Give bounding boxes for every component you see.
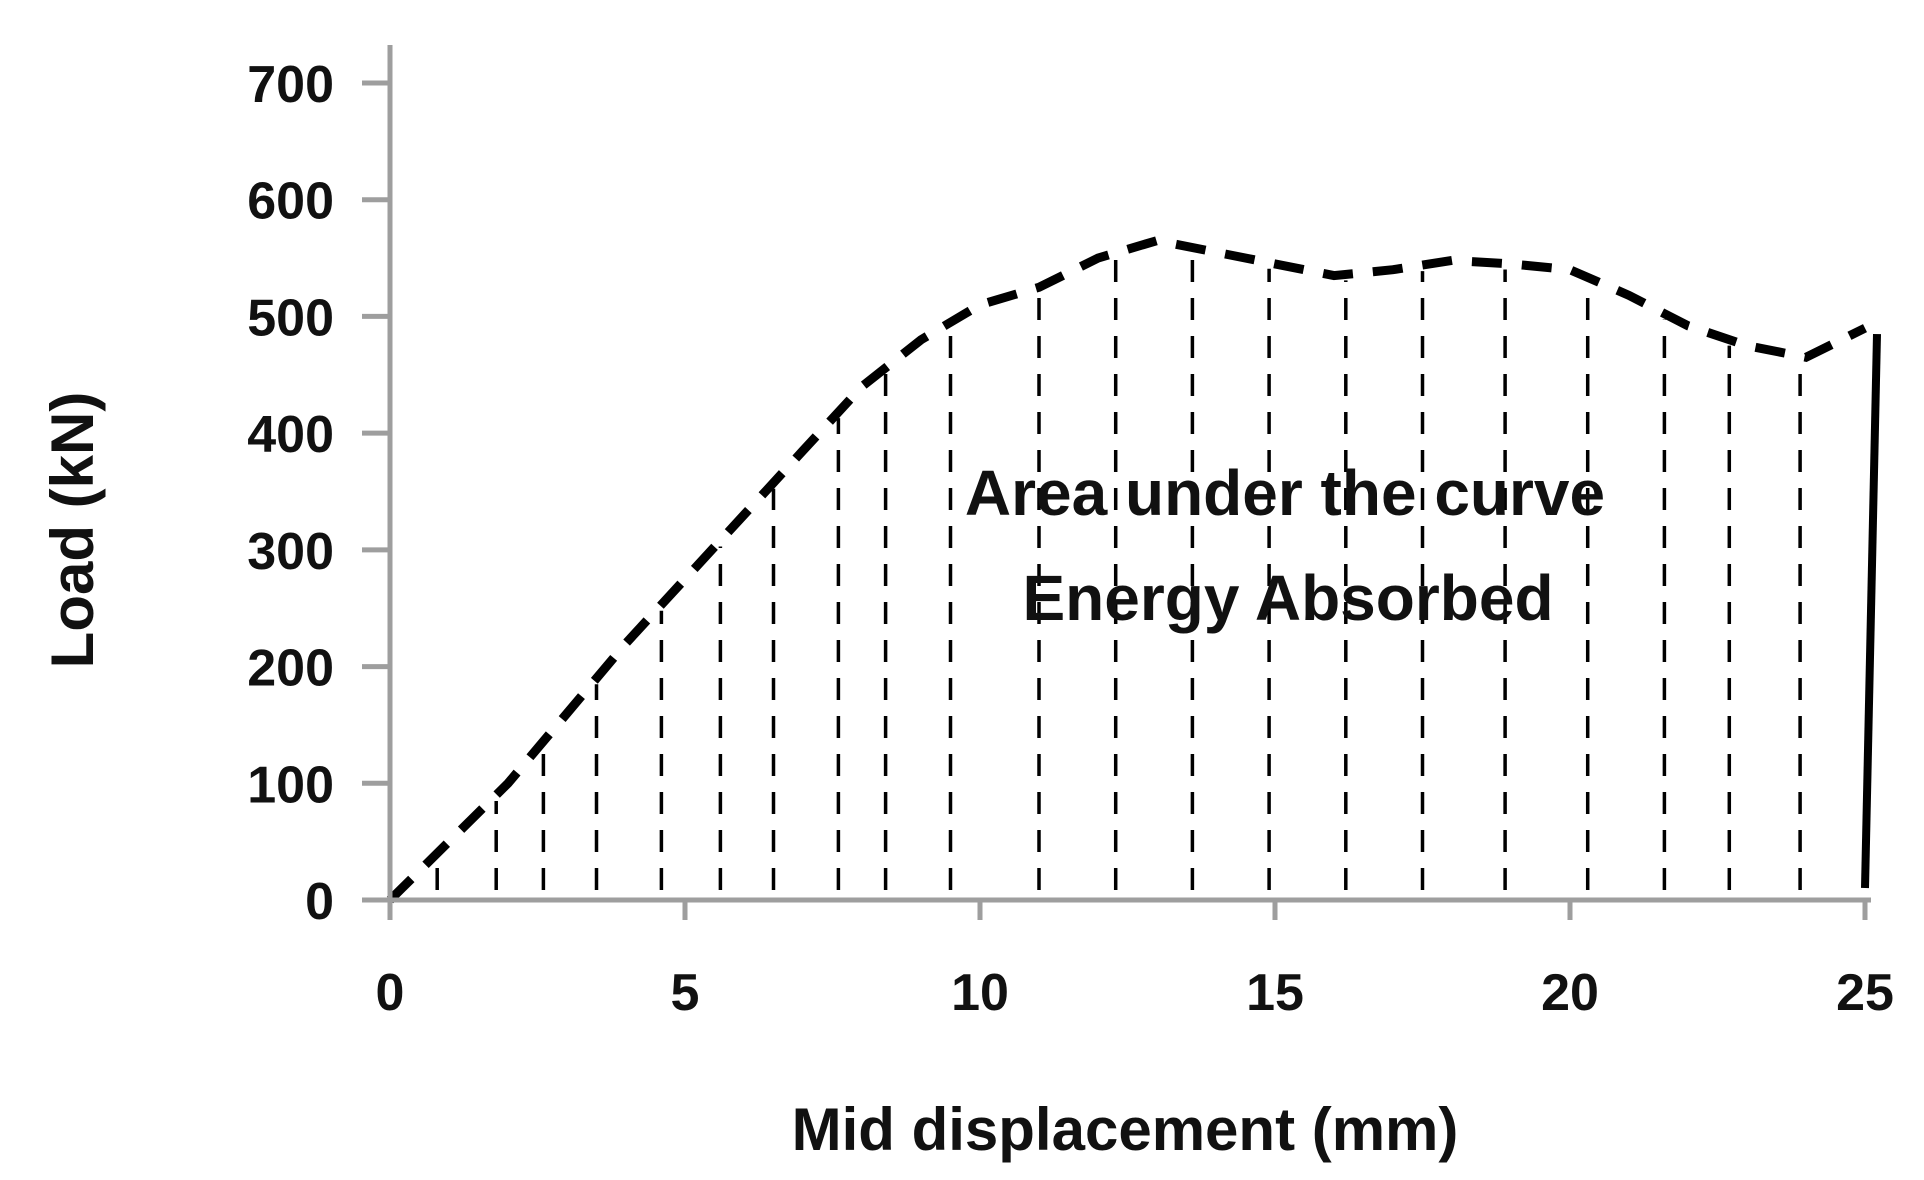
load-curve-series [386, 235, 1867, 904]
y-tick-label-700: 700 [247, 56, 334, 114]
closing-vertical-line [1861, 334, 1881, 889]
y-axis-title: Load (kN) [39, 392, 106, 669]
x-tick-label-5: 5 [671, 964, 700, 1022]
y-tick-label-400: 400 [247, 406, 334, 464]
y-axis-ticks: 0 100 200 300 400 500 600 700 [247, 56, 390, 931]
x-tick-label-0: 0 [376, 964, 405, 1022]
axes [387, 45, 1871, 903]
y-tick-label-100: 100 [247, 756, 334, 814]
y-tick-label-500: 500 [247, 289, 334, 347]
x-tick-label-15: 15 [1246, 964, 1304, 1022]
area-shading-lines [435, 253, 1802, 890]
x-axis-title: Mid displacement (mm) [792, 1096, 1459, 1163]
y-tick-label-300: 300 [247, 523, 334, 581]
x-tick-label-10: 10 [951, 964, 1009, 1022]
x-tick-label-25: 25 [1836, 964, 1894, 1022]
y-tick-label-600: 600 [247, 173, 334, 231]
x-tick-label-20: 20 [1541, 964, 1599, 1022]
annotation-area-under-curve: Area under the curve [965, 457, 1605, 529]
annotation-energy-absorbed: Energy Absorbed [1022, 562, 1553, 634]
y-tick-label-200: 200 [247, 640, 334, 698]
x-axis-ticks: 0 5 10 15 20 25 [376, 900, 1894, 1022]
y-tick-label-0: 0 [305, 873, 334, 931]
